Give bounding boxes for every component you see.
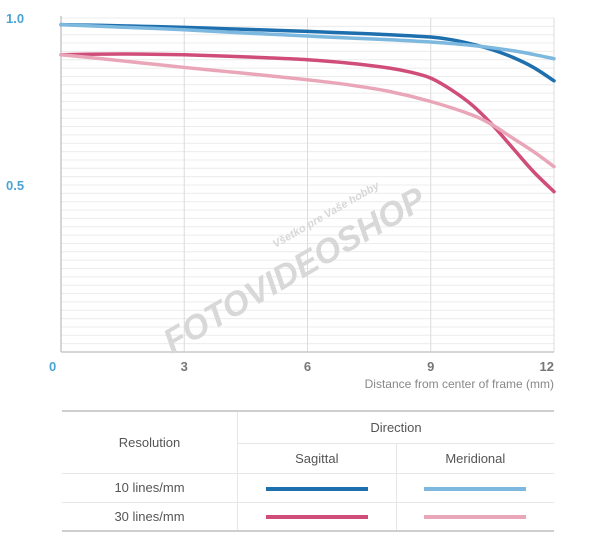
watermark-brand: FOTOVIDEOSHOP [157, 180, 433, 361]
x-axis-label: Distance from center of frame (mm) [365, 377, 554, 391]
series-lines [59, 22, 556, 194]
legend-resolution-header: Resolution [62, 410, 238, 474]
legend-direction-header: Direction [237, 410, 554, 443]
legend-row-30: 30 lines/mm [62, 502, 554, 532]
chart-grid [60, 17, 555, 353]
legend-meridional-header: Meridional [395, 442, 554, 474]
x-tick-label: 6 [304, 359, 311, 374]
series-line-1 [59, 22, 556, 61]
x-tick-labels: 0 3 6 9 12 [49, 359, 554, 374]
x-tick-label: 3 [181, 359, 188, 374]
swatch-30-meridional [424, 515, 527, 520]
x-tick-label: 9 [427, 359, 434, 374]
y-tick-label: 0.5 [6, 178, 24, 193]
series-line-0 [59, 22, 556, 83]
swatch-30-sagittal [265, 515, 368, 520]
legend-row-10: 10 lines/mm [62, 473, 554, 503]
x-tick-label: 0 [49, 359, 56, 374]
chart-axes [60, 16, 554, 353]
swatch-10-meridional [424, 486, 527, 491]
legend-table: Resolution Direction Sagittal Meridional… [62, 410, 554, 532]
x-tick-label: 12 [540, 359, 554, 374]
legend-row-label: 30 lines/mm [62, 502, 238, 532]
y-tick-labels: 1.0 0.5 [6, 11, 24, 193]
series-line-2 [59, 52, 556, 194]
series-line-3 [59, 52, 556, 169]
legend-row-label: 10 lines/mm [62, 473, 238, 503]
legend-sagittal-header: Sagittal [237, 442, 397, 474]
mtf-chart: FOTOVIDEOSHOP Všetko pre Vaše hobby 1.00… [6, 11, 556, 391]
swatch-10-sagittal [265, 486, 368, 491]
y-tick-label: 1.0 [6, 11, 24, 26]
